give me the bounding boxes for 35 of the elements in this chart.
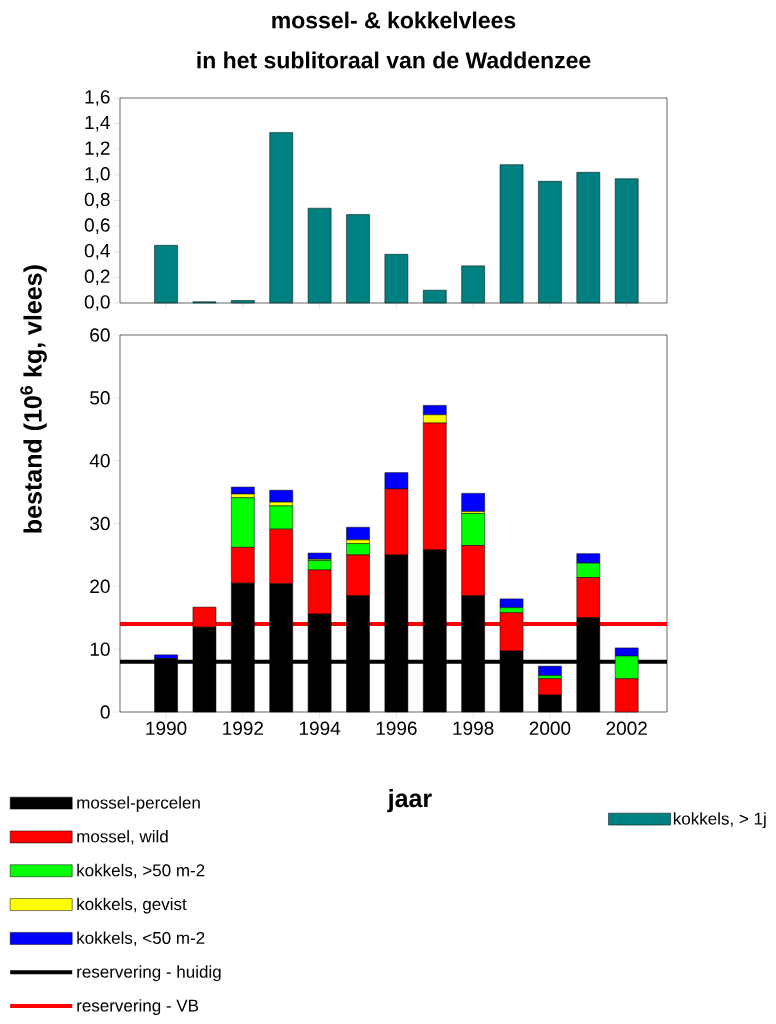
chart-subtitle: in het sublitoraal van de Waddenzee — [197, 51, 591, 69]
y-tick-label: 0,4 — [84, 243, 110, 260]
x-tick-label: 1990 — [146, 721, 187, 735]
x-tick-label: 1992 — [223, 721, 264, 735]
y-tick-label: 1,6 — [85, 90, 110, 106]
x-axis-title: jaar — [387, 788, 432, 813]
x-tick-label: 1996 — [376, 721, 417, 735]
y-tick-label: 0,0 — [84, 295, 110, 311]
x-tick-label: 1994 — [299, 721, 341, 735]
x-tick-label: 2000 — [529, 721, 571, 735]
y-tick-label: 0 — [100, 705, 110, 719]
y-tick-label: 0,6 — [84, 218, 110, 234]
y-tick-label: 60 — [90, 328, 110, 342]
x-tick-label: 2002 — [606, 721, 647, 735]
y-tick-label: 0,8 — [84, 192, 110, 209]
y-tick-label: 10 — [90, 642, 110, 656]
y-tick-label: 20 — [90, 579, 110, 594]
legend-label: mossel, wild — [77, 830, 168, 845]
legend-label: mossel-percelen — [77, 796, 200, 813]
legend-label: kokkels, >50 m-2 — [77, 863, 205, 879]
y-tick-label: 1,0 — [85, 167, 110, 183]
chart-title: mossel- & kokkelvlees — [272, 11, 516, 29]
y-tick-label: 1,4 — [85, 115, 110, 132]
y-tick-label: 1,2 — [85, 141, 110, 158]
legend-label: kokkels, > 1j — [673, 812, 766, 829]
legend-label: kokkels, gevist — [77, 897, 187, 914]
legend-label: kokkels, <50 m-2 — [77, 931, 205, 946]
x-tick-label: 1998 — [453, 721, 494, 735]
y-tick-label: 40 — [89, 453, 110, 468]
legend-label: reservering - VB — [77, 999, 199, 1015]
legend-label: reservering - huidig — [77, 965, 221, 982]
y-tick-label: 30 — [90, 516, 110, 531]
y-tick-label: 50 — [90, 391, 110, 405]
y-axis-title: bestand (10$^{6}$ kg, vlees) — [20, 265, 47, 533]
y-tick-label: 0,2 — [84, 269, 110, 286]
